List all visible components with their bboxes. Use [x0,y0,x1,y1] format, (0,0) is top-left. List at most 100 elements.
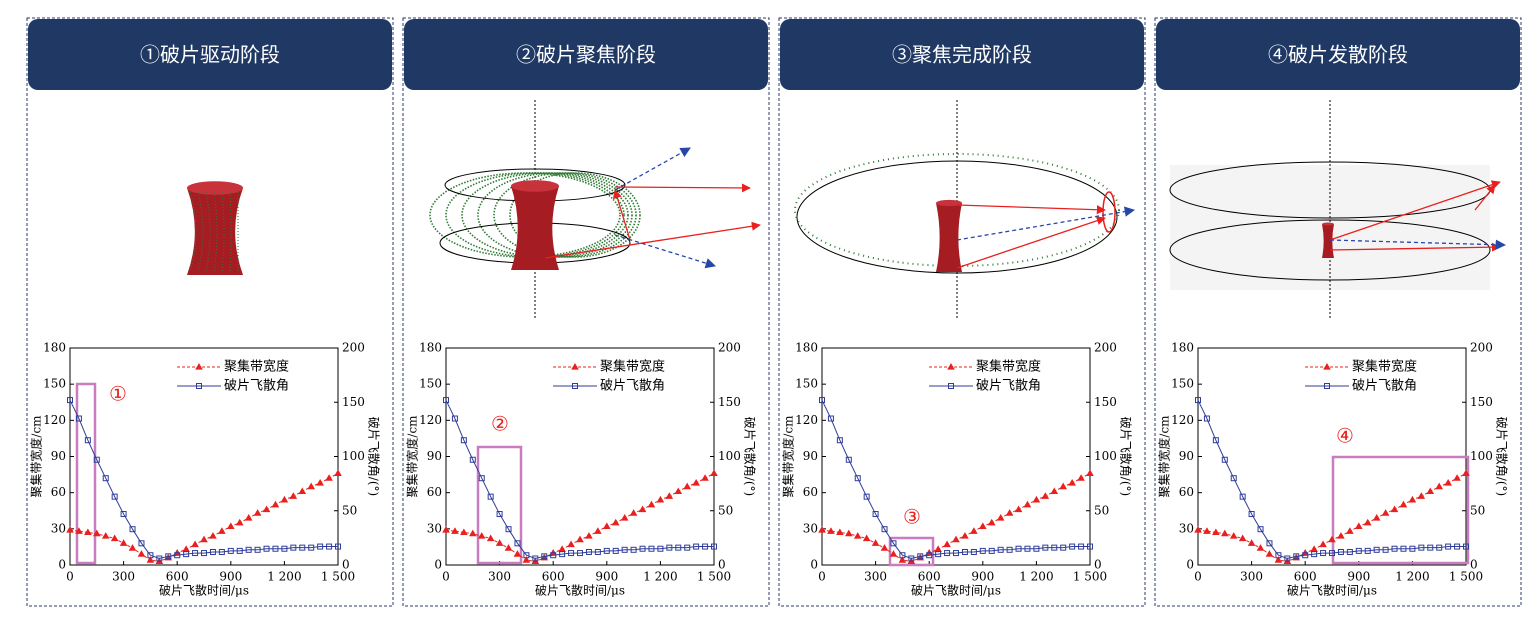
fragment-ring [477,172,633,258]
triangle-marker [611,518,620,526]
square-marker [827,415,834,422]
y2-tick-label: 150 [718,395,741,409]
triangle-marker [853,532,862,539]
panel-border [778,17,1146,607]
square-marker [245,546,252,553]
triangle-marker [200,535,208,543]
x-tick-label: 900 [971,570,994,584]
y-tick-label: 150 [1171,377,1194,391]
triangle-marker [289,492,298,499]
triangle-marker [235,518,244,526]
square-marker [1373,546,1380,553]
triangle-marker [1363,518,1372,526]
triangle-marker [987,518,996,526]
y2-tick-label: 150 [1470,395,1493,409]
square-marker [1275,552,1282,559]
triangle-marker [567,540,575,548]
triangle-marker [316,479,324,486]
x-tick-label: 1 200 [1395,570,1429,584]
triangle-marker [1462,469,1470,476]
annotation: ④ [1336,424,1354,448]
liner [936,203,962,272]
triangle-marker [1229,532,1238,539]
square-marker [970,548,977,555]
triangle-marker [692,479,700,486]
square-marker [979,547,986,554]
triangle-marker [84,528,92,536]
y-tick-label: 30 [427,521,442,535]
square-marker [290,544,297,551]
square-marker [577,550,583,557]
triangle-marker [1032,495,1041,503]
square-marker [1409,545,1416,552]
square-marker [1436,544,1443,551]
x-tick-label: 900 [595,570,618,584]
triangle-marker [594,527,602,534]
square-marker [890,540,897,547]
square-marker [711,543,717,550]
y-tick-label: 180 [419,341,442,355]
square-marker [1069,543,1076,550]
square-marker [174,552,181,559]
y-tick-label: 60 [51,485,66,499]
y2-tick-label: 0 [342,558,350,572]
square-marker [75,415,82,422]
triangle-marker [1212,528,1220,536]
liner-top [511,180,559,192]
x-tick-label: 1 500 [697,570,731,584]
liner [187,188,243,275]
legend-label: 破片飞散角 [1352,379,1417,394]
ring [1169,219,1491,281]
square-marker [872,511,879,518]
square-marker [944,550,951,557]
panel-header [1156,19,1520,90]
square-marker [621,546,628,553]
liner-top [936,199,962,207]
square-marker [299,544,306,551]
square-marker [819,397,825,404]
fragment-ring [493,172,637,258]
square-marker [693,543,700,550]
highlight-box [1331,455,1470,565]
triangle-marker [952,535,960,543]
triangle-marker [146,556,155,563]
liner-top [187,181,243,195]
x-tick-label: 1 500 [321,570,355,584]
panel-title: ①破片驱动阶段 [140,43,280,67]
liner [1322,224,1334,258]
square-marker [908,555,915,562]
square-marker [111,493,118,500]
triangle-marker [961,532,969,539]
square-marker [1006,546,1013,553]
square-marker [1418,544,1425,551]
legend-label: 破片飞散角 [600,379,665,394]
fragment-ring [509,172,641,258]
triangle-marker [1256,544,1265,551]
x-tick-label: 0 [1194,570,1202,584]
square-marker [648,545,655,552]
square-marker [1239,493,1246,500]
square-marker [1051,544,1058,551]
triangle-marker [898,556,907,563]
fragment-row [197,191,204,273]
square-marker [603,547,610,554]
y-tick-label: 120 [795,413,818,427]
square-marker [67,397,73,404]
square-marker [1391,545,1398,552]
y2-tick-label: 100 [342,449,365,463]
triangle-marker [101,532,110,539]
square-marker [1078,543,1085,550]
square-marker [1257,526,1264,533]
y-tick-label: 0 [810,558,818,572]
square-marker [953,550,959,557]
y-tick-label: 120 [419,413,442,427]
square-marker [926,552,933,559]
focus-ring [1102,191,1116,233]
triangle-marker [66,526,74,533]
square-marker [702,543,709,550]
legend-label: 破片飞散角 [976,379,1041,394]
arrow [614,234,716,269]
square-marker [236,547,243,554]
x-tick-label: 900 [219,570,242,584]
square-marker [451,415,458,422]
